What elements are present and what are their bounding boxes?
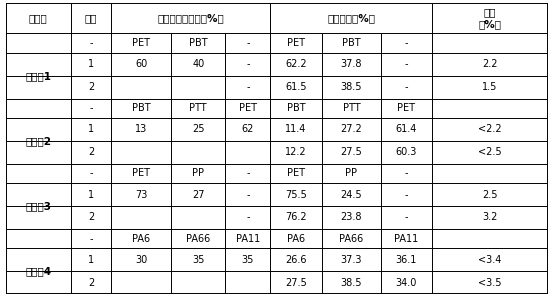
Text: 实施例4: 实施例4 [25,266,51,276]
Text: -: - [246,212,250,222]
Text: 1: 1 [88,255,94,265]
Text: 34.0: 34.0 [396,278,417,287]
Text: -: - [89,234,93,244]
Text: PTT: PTT [189,103,207,113]
Text: -: - [246,168,250,178]
Text: 27.5: 27.5 [285,278,307,287]
Text: 23.8: 23.8 [341,212,362,222]
Text: 2.2: 2.2 [483,59,498,69]
Text: 1: 1 [88,59,94,69]
Text: -: - [246,59,250,69]
Text: 各组分实际含量（%）: 各组分实际含量（%） [157,13,224,23]
Text: 24.5: 24.5 [341,190,362,200]
Text: 35: 35 [242,255,254,265]
Text: 3.2: 3.2 [483,212,498,222]
Text: 76.2: 76.2 [285,212,307,222]
Text: PA66: PA66 [186,234,211,244]
Text: 检测含量（%）: 检测含量（%） [327,13,375,23]
Text: 实施例3: 实施例3 [25,201,51,211]
Text: 37.3: 37.3 [341,255,362,265]
Text: -: - [405,168,408,178]
Text: -: - [246,38,250,48]
Text: 1.5: 1.5 [483,82,498,92]
Text: 1: 1 [88,124,94,135]
Text: PTT: PTT [342,103,360,113]
Text: -: - [246,190,250,200]
Text: 60: 60 [135,59,147,69]
Text: 27: 27 [192,190,204,200]
Text: <3.5: <3.5 [478,278,502,287]
Text: 1: 1 [88,190,94,200]
Text: <2.5: <2.5 [478,147,502,157]
Text: 27.2: 27.2 [341,124,362,135]
Text: PBT: PBT [189,38,208,48]
Text: PET: PET [132,38,150,48]
Text: PBT: PBT [286,103,305,113]
Text: PA6: PA6 [132,234,150,244]
Text: PA6: PA6 [287,234,305,244]
Text: -: - [405,38,408,48]
Text: 73: 73 [135,190,147,200]
Text: PP: PP [345,168,357,178]
Text: 27.5: 27.5 [341,147,362,157]
Text: PA11: PA11 [394,234,419,244]
Text: 实施例1: 实施例1 [25,71,51,81]
Text: 2: 2 [88,147,94,157]
Text: PET: PET [132,168,150,178]
Text: 25: 25 [192,124,204,135]
Text: 62.2: 62.2 [285,59,307,69]
Text: 61.4: 61.4 [396,124,417,135]
Text: -: - [405,212,408,222]
Text: 实施例2: 实施例2 [25,136,51,146]
Text: 40: 40 [192,59,204,69]
Text: 13: 13 [135,124,147,135]
Text: 75.5: 75.5 [285,190,307,200]
Text: PBT: PBT [342,38,361,48]
Text: 2.5: 2.5 [483,190,498,200]
Text: 36.1: 36.1 [396,255,417,265]
Text: PP: PP [192,168,204,178]
Text: -: - [89,103,93,113]
Text: 次数: 次数 [85,13,98,23]
Text: -: - [246,82,250,92]
Text: 60.3: 60.3 [396,147,417,157]
Text: -: - [405,59,408,69]
Text: -: - [405,190,408,200]
Text: -: - [405,82,408,92]
Text: -: - [89,38,93,48]
Text: PET: PET [397,103,416,113]
Text: 12.2: 12.2 [285,147,307,157]
Text: 2: 2 [88,212,94,222]
Text: 30: 30 [135,255,147,265]
Text: PA66: PA66 [339,234,363,244]
Text: 11.4: 11.4 [285,124,307,135]
Text: PET: PET [287,38,305,48]
Text: PBT: PBT [132,103,151,113]
Text: 62: 62 [242,124,254,135]
Text: 37.8: 37.8 [341,59,362,69]
Text: 38.5: 38.5 [341,82,362,92]
Text: <3.4: <3.4 [479,255,502,265]
Text: -: - [89,168,93,178]
Text: PET: PET [239,103,257,113]
Text: 偏差
（%）: 偏差 （%） [479,7,501,29]
Text: 实施例: 实施例 [29,13,48,23]
Text: PET: PET [287,168,305,178]
Text: <2.2: <2.2 [478,124,502,135]
Text: 38.5: 38.5 [341,278,362,287]
Text: 2: 2 [88,82,94,92]
Text: PA11: PA11 [236,234,260,244]
Text: 26.6: 26.6 [285,255,307,265]
Text: 35: 35 [192,255,204,265]
Text: 61.5: 61.5 [285,82,307,92]
Text: 2: 2 [88,278,94,287]
